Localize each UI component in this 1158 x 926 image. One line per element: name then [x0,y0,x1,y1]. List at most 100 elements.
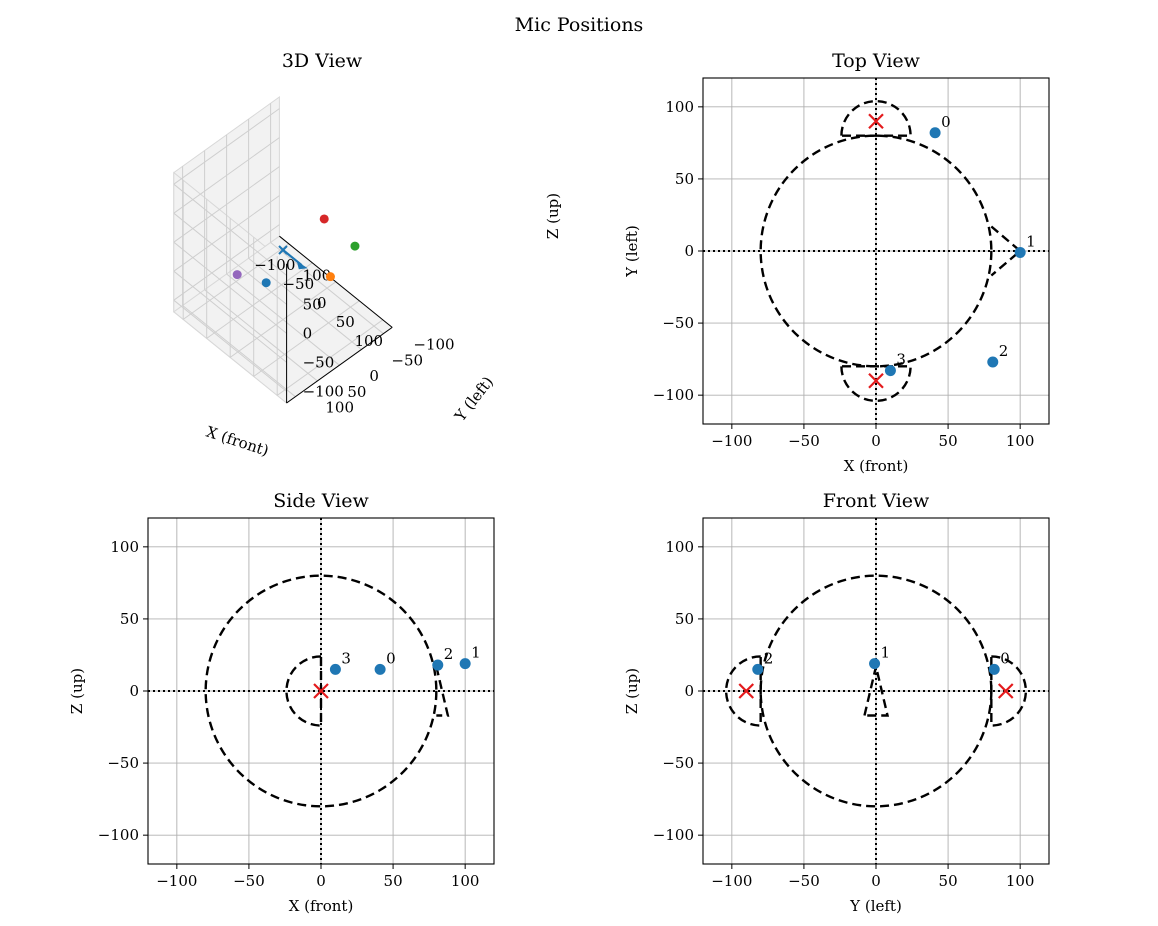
top-ear-shape [840,99,912,137]
side-nose-shape [435,666,450,717]
side-mic-point [459,658,471,670]
front-xtick-label: 0 [871,872,881,890]
3d-ztick-label: −50 [303,353,335,371]
side-mic-point [374,663,386,675]
side-ytick-label: 50 [120,610,139,628]
top-cross-stroke [868,372,884,389]
panel-front-xlabel: Y (left) [849,897,902,915]
3d-ztick-label: 0 [303,324,313,342]
side-mic-label: 1 [471,644,481,662]
3d-ytick-label: −50 [391,351,423,369]
front-ytick-label: 100 [665,538,694,556]
top-xtick-label: −100 [711,432,752,450]
panel-front-view: Front View Y (left) Z (up) −100 −100 −50 −5… [623,490,1050,915]
3d-xtick-label: 0 [317,294,327,312]
3d-zlabel: Z (up) [544,193,562,239]
3d-xtick-label: −100 [254,256,295,274]
front-cross-marker [738,683,755,699]
top-nose-shape [990,225,1023,277]
top-ytick-label: −50 [662,314,694,332]
front-xtick-label: −100 [711,872,752,890]
3d-grid-line [182,305,296,398]
front-xtick-label: −50 [788,872,820,890]
front-ytick-label: −100 [653,826,694,844]
3d-ytick-label: −100 [413,336,454,354]
panel-3d-title: 3D View [282,50,363,72]
3d-ytick-label: 0 [369,367,379,385]
panel-top-ylabel: Y (left) [623,225,641,278]
front-cross-stroke [738,683,755,699]
3d-arrow-head [296,261,308,270]
side-cross-marker [313,683,329,699]
panel-front-title: Front View [823,490,930,512]
3d-grid-line [226,273,340,366]
side-ytick-label: 0 [129,682,139,700]
3d-ytick-label: 100 [325,399,354,417]
front-ytick-label: −50 [662,754,694,772]
3d-grid-line [253,300,360,377]
top-xtick-label: 100 [1006,432,1035,450]
3d-xtick-label: 50 [336,313,355,331]
front-mic-label: 0 [1000,649,1010,667]
top-ytick-label: 100 [665,98,694,116]
top-cross-marker [868,113,884,130]
top-mic-point [884,365,896,377]
side-xtick-label: 50 [384,872,403,890]
panel-top-title: Top View [832,50,921,72]
3d-grid-line [173,108,280,185]
top-axes-frame [702,77,1050,425]
top-mic-label: 1 [1026,232,1036,250]
3d-xlabel: X (front) [204,423,271,460]
3d-ztick-label: −100 [303,382,344,400]
panel-side-title: Side View [273,490,369,512]
front-ytick-label: 50 [675,610,694,628]
top-head-circle [759,134,993,368]
figure-title: Mic Positions [515,14,644,36]
3d-xtick-label: 100 [354,332,383,350]
side-xtick-label: −50 [233,872,265,890]
panel-front-ylabel: Z (up) [623,668,641,714]
front-axes-frame [702,517,1050,865]
top-xtick-label: −50 [788,432,820,450]
3d-ztick-label: 100 [303,266,332,284]
top-ytick-label: 0 [684,242,694,260]
front-xtick-label: 100 [1006,872,1035,890]
top-mic-label: 3 [896,351,906,369]
front-ytick-label: 0 [684,682,694,700]
side-mic-label: 2 [444,645,454,663]
side-mic-label: 3 [341,649,351,667]
side-mic-point [329,663,341,675]
panel-top-xlabel: X (front) [844,457,909,475]
top-xtick-label: 50 [939,432,958,450]
panel-side-ylabel: Z (up) [68,668,86,714]
3d-y-axis [286,326,393,404]
3d-mic-point [319,214,329,224]
top-cross-marker [868,372,884,389]
front-mic-label: 2 [764,649,774,667]
side-xtick-label: −100 [156,872,197,890]
side-plot-area [148,518,494,864]
3d-grid-line [173,212,287,305]
front-nose-shape [862,666,890,717]
3d-ytick-label: 50 [347,383,366,401]
side-xtick-label: 100 [451,872,480,890]
top-ear-shape [840,365,912,403]
panel-side-view: Side View X (front) Z (up) −100 −100 −50 −5… [68,490,495,915]
3d-mic-point [261,278,271,288]
panel-top-view: Top View X (front) Y (left) −100 −100 −50 −… [623,50,1050,475]
side-xtick-label: 0 [316,872,326,890]
front-mic-point [988,663,1000,675]
side-mic-label: 0 [386,649,396,667]
top-mic-point [1014,246,1026,258]
top-mic-label: 2 [999,342,1009,360]
side-mic-point [432,659,444,671]
side-ear-shape [285,655,323,727]
front-cross-stroke [997,683,1014,699]
3d-mic-point [325,272,335,282]
side-ytick-label: −100 [98,826,139,844]
side-axes-frame [147,517,495,865]
top-cross-stroke [868,113,884,130]
front-ear-shape [724,655,762,727]
3d-grid-line [204,289,318,382]
